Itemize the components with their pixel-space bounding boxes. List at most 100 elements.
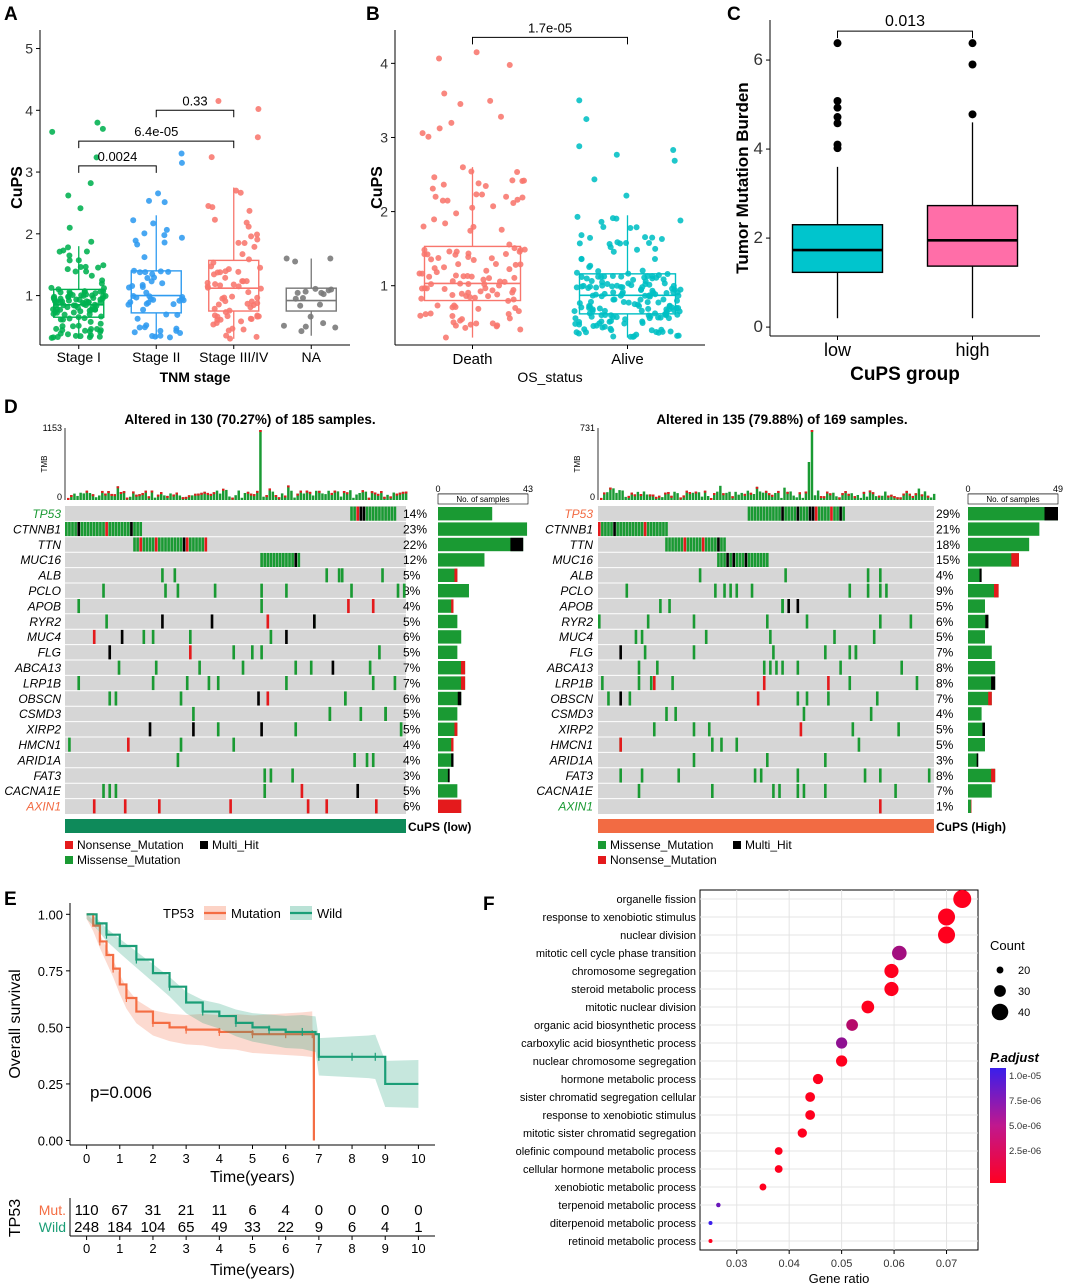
- y-tick-label: 2: [380, 204, 388, 220]
- data-point: [606, 241, 613, 248]
- gene-name: ALB: [569, 569, 593, 583]
- mutation-cell: [720, 552, 723, 567]
- data-point: [583, 275, 590, 282]
- mutation-cell: [96, 522, 99, 537]
- tmb-bar: [163, 495, 166, 500]
- gene-name: CTNNB1: [13, 522, 61, 536]
- tmb-bar-nonsense: [274, 495, 278, 498]
- tmb-bar: [144, 490, 147, 500]
- data-point: [254, 300, 261, 307]
- tmb-bar-nonsense: [822, 496, 826, 499]
- mutation-cell: [833, 506, 836, 521]
- mutation-cell: [210, 614, 214, 629]
- data-point: [442, 334, 449, 341]
- data-point: [99, 295, 106, 302]
- mutation-cell: [371, 753, 375, 768]
- tmb-bar-nonsense: [749, 492, 753, 495]
- tmb-bar: [200, 492, 203, 500]
- mutation-cell: [634, 629, 638, 644]
- data-point: [613, 314, 620, 321]
- tmb-bar: [905, 490, 908, 500]
- tmb-bar-nonsense: [654, 496, 658, 499]
- mutation-cell: [216, 722, 220, 737]
- gene-sample-bar: [968, 599, 985, 613]
- y-tick-label: 2: [754, 228, 763, 247]
- y-axis-title: CuPS: [9, 166, 26, 209]
- tmb-bar: [265, 495, 268, 500]
- mutation-cell: [671, 537, 674, 552]
- data-point: [327, 255, 334, 262]
- data-point: [246, 207, 253, 214]
- tmb-bar: [342, 490, 346, 500]
- data-point: [595, 268, 602, 275]
- data-point: [227, 335, 234, 342]
- data-point: [83, 248, 90, 255]
- data-point: [131, 329, 138, 336]
- mutation-cell: [692, 645, 696, 660]
- data-point: [253, 333, 260, 340]
- data-point: [235, 239, 242, 246]
- data-point: [621, 320, 628, 327]
- data-point: [89, 305, 96, 312]
- tmb-bar-nonsense: [367, 497, 371, 500]
- data-point: [150, 296, 157, 303]
- gene-sample-bar: [968, 661, 996, 675]
- oncoplot-group-high: Altered in 135 (79.88%) of 169 samples. 7…: [536, 412, 1063, 867]
- gene-percent: 9%: [936, 584, 954, 598]
- dotplot-term-label: terpenoid metabolic process: [558, 1200, 696, 1212]
- tmb-bar: [755, 486, 759, 500]
- gene-percent: 5%: [936, 723, 954, 737]
- tmb-bar: [758, 491, 762, 500]
- tmb-bar: [929, 497, 933, 500]
- outlier-point: [968, 60, 977, 69]
- data-point: [161, 232, 168, 239]
- data-point: [576, 97, 583, 104]
- tmb-bar: [749, 492, 753, 500]
- tmb-bar: [280, 493, 284, 500]
- data-point: [649, 234, 656, 241]
- mutation-cell: [830, 506, 833, 521]
- data-point: [611, 296, 618, 303]
- mutation-cell: [272, 552, 276, 567]
- comparison-pvalue: 0.013: [885, 13, 925, 30]
- gene-sample-bar-other: [993, 584, 999, 598]
- y-tick-label: 0: [754, 317, 763, 336]
- mutation-cell: [909, 614, 913, 629]
- tmb-bar-nonsense: [401, 491, 405, 494]
- data-point: [604, 280, 611, 287]
- mutation-cell: [735, 552, 739, 567]
- mutation-cell: [260, 645, 263, 660]
- data-point: [418, 295, 425, 302]
- mutation-cell: [711, 737, 714, 752]
- mutation-cell: [766, 614, 769, 629]
- mutation-cell: [793, 506, 797, 521]
- tmb-bar: [256, 490, 259, 500]
- mutation-cell: [637, 660, 641, 675]
- mutation-cell: [619, 645, 622, 660]
- panel-letter-b: B: [366, 4, 380, 25]
- mutation-cell: [796, 599, 800, 614]
- tmb-bar: [771, 494, 774, 500]
- data-point: [458, 290, 465, 297]
- data-point: [638, 307, 645, 314]
- mutation-cell: [625, 522, 629, 537]
- mutation-cell: [375, 506, 378, 521]
- tmb-bar: [764, 490, 768, 500]
- tmb-bar: [826, 491, 829, 500]
- tmb-bar: [401, 491, 405, 500]
- km-x-tick-label: 7: [315, 1151, 322, 1166]
- tmb-bar: [225, 489, 228, 500]
- data-point: [165, 268, 172, 275]
- mutation-cell: [285, 676, 288, 691]
- dotplot-term-label: mitotic nuclear division: [585, 1002, 696, 1014]
- tmb-bar: [336, 491, 340, 500]
- mutation-cell: [723, 537, 726, 552]
- data-point: [155, 190, 162, 197]
- mutation-cell: [114, 691, 118, 706]
- tmb-bar-nonsense: [380, 491, 383, 494]
- dotplot-point: [708, 1239, 713, 1243]
- tmb-bar: [694, 491, 698, 500]
- mutation-cell: [337, 568, 341, 583]
- mutation-cell: [396, 583, 400, 598]
- mutation-cell: [285, 629, 288, 644]
